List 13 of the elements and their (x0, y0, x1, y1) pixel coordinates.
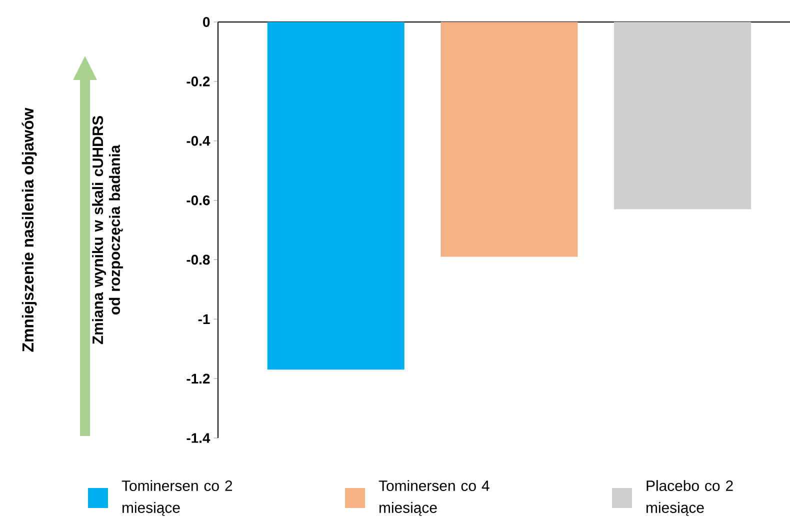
y-tick-label: -0.2 (186, 76, 210, 86)
y-tick-label: -1.2 (186, 374, 210, 384)
y-tick-label: -0.4 (186, 136, 210, 146)
y-tick-label: -0.8 (186, 254, 210, 265)
y-tick-label: -0.6 (186, 195, 210, 206)
legend-label: Tominersen co 4 miesiące (378, 480, 490, 516)
y-tick-label: 0 (203, 17, 210, 27)
legend-label: Placebo co 2 miesiące (646, 480, 733, 516)
y-tick-label: -1.4 (186, 433, 210, 443)
legend-label: Tominersen co 2 miesiące (122, 480, 232, 516)
y-tick-label: -1 (198, 314, 210, 324)
text: Zmniejszenie nasilenia objawów (22, 108, 37, 352)
y-axis-title: Zmiana wyniku w skali cUHDRS od rozpoczęcia badania (92, 116, 123, 344)
